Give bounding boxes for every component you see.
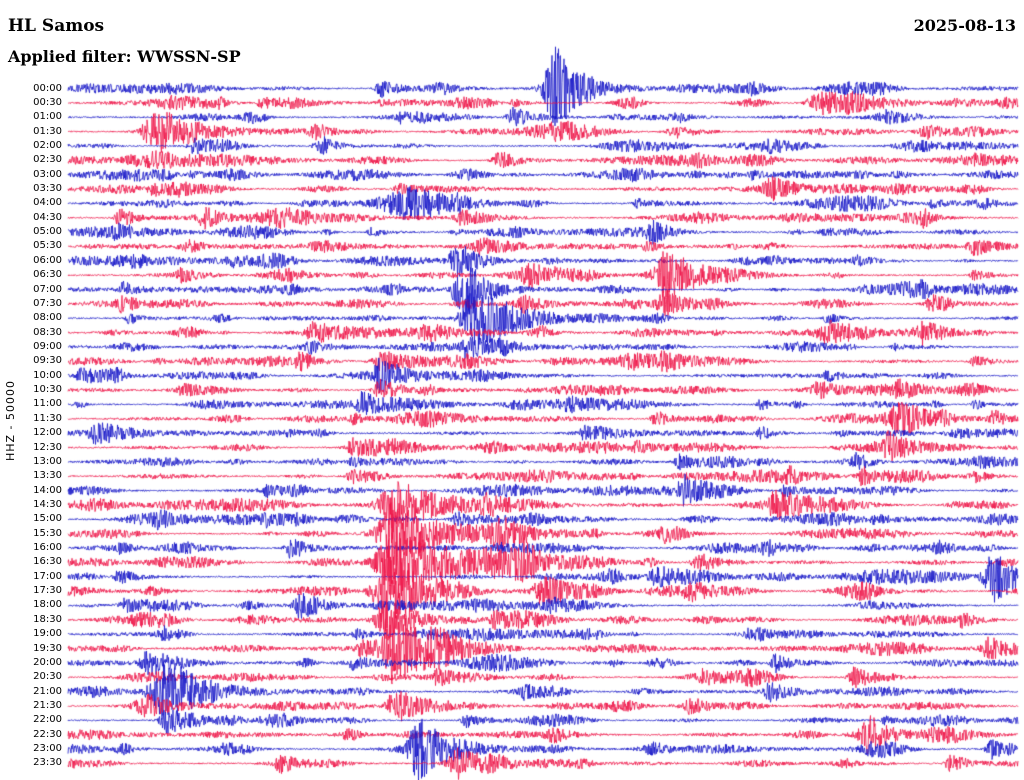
time-label: 19:30	[33, 642, 62, 654]
time-label: 21:00	[33, 685, 62, 697]
time-label: 09:00	[33, 340, 62, 352]
time-label: 20:30	[33, 671, 62, 683]
time-label: 10:30	[33, 384, 62, 396]
time-label: 08:00	[33, 312, 62, 324]
time-label: 04:00	[33, 197, 62, 209]
time-label: 00:00	[33, 82, 62, 94]
time-label: 07:30	[33, 297, 62, 309]
time-label: 10:00	[33, 369, 62, 381]
time-label: 11:30	[33, 412, 62, 424]
time-label: 22:00	[33, 714, 62, 726]
time-label: 06:00	[33, 254, 62, 266]
time-label: 02:00	[33, 139, 62, 151]
filter-label: Applied filter: WWSSN-SP	[8, 47, 241, 66]
time-label: 17:00	[33, 570, 62, 582]
time-label: 13:00	[33, 455, 62, 467]
time-label: 05:00	[33, 226, 62, 238]
time-label: 14:30	[33, 498, 62, 510]
time-label: 23:00	[33, 743, 62, 755]
station-title: HL Samos	[8, 16, 105, 36]
time-label: 04:30	[33, 211, 62, 223]
time-label: 18:00	[33, 599, 62, 611]
time-label: 00:30	[33, 96, 62, 108]
time-label: 01:30	[33, 125, 62, 137]
time-label: 08:30	[33, 326, 62, 338]
plot-date: 2025-08-13	[913, 16, 1016, 35]
time-label: 09:30	[33, 355, 62, 367]
time-label: 01:00	[33, 111, 62, 123]
time-label: 12:00	[33, 427, 62, 439]
time-label: 15:30	[33, 527, 62, 539]
time-label: 03:00	[33, 168, 62, 180]
time-label: 22:30	[33, 728, 62, 740]
time-label: 14:00	[33, 484, 62, 496]
time-label: 23:30	[33, 757, 62, 769]
time-label: 02:30	[33, 154, 62, 166]
time-label: 18:30	[33, 613, 62, 625]
time-label: 06:30	[33, 269, 62, 281]
time-label: 19:00	[33, 628, 62, 640]
time-label: 17:30	[33, 585, 62, 597]
time-label: 15:00	[33, 513, 62, 525]
time-label: 12:30	[33, 441, 62, 453]
time-label: 21:30	[33, 699, 62, 711]
time-label: 11:00	[33, 398, 62, 410]
time-label: 16:00	[33, 542, 62, 554]
time-label: 03:30	[33, 183, 62, 195]
time-label: 13:30	[33, 470, 62, 482]
time-label: 20:00	[33, 656, 62, 668]
time-label: 05:30	[33, 240, 62, 252]
time-label: 07:00	[33, 283, 62, 295]
time-label: 16:30	[33, 556, 62, 568]
